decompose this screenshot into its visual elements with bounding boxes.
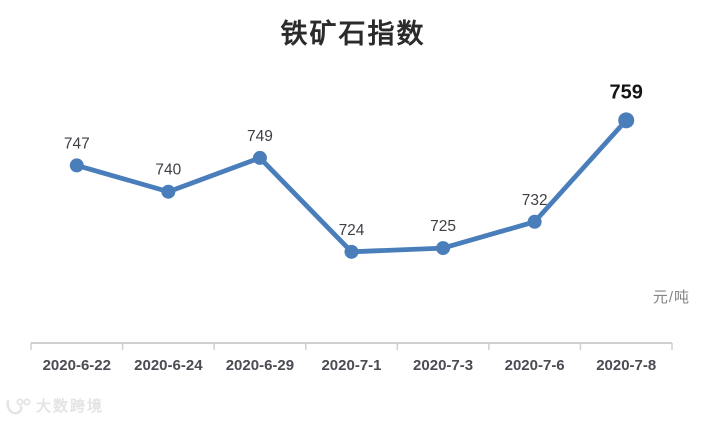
data-point-marker [69, 158, 84, 173]
data-point-label: 759 [610, 81, 643, 103]
x-axis-label: 2020-7-3 [413, 357, 473, 374]
x-axis-label: 2020-6-24 [134, 357, 203, 374]
data-point-marker [618, 112, 635, 129]
x-axis-label: 2020-6-22 [43, 357, 111, 374]
data-point-label: 724 [339, 222, 365, 239]
data-point-marker [161, 184, 176, 199]
axis-unit-label: 元/吨 [652, 289, 690, 306]
x-axis-label: 2020-6-29 [226, 357, 294, 374]
watermark-logo-icon [6, 397, 32, 415]
x-axis-label: 2020-7-6 [505, 357, 565, 374]
data-point-marker [252, 150, 267, 165]
data-point-marker [344, 244, 359, 259]
data-point-label: 749 [247, 128, 273, 145]
data-point-marker [436, 241, 451, 256]
x-axis-label: 2020-7-8 [596, 357, 656, 374]
watermark: 大数跨境 [6, 395, 104, 416]
chart-title: 铁矿石指数 [280, 19, 426, 50]
data-point-label: 732 [522, 192, 548, 209]
x-axis-label: 2020-7-1 [321, 357, 381, 374]
watermark-text: 大数跨境 [36, 398, 105, 415]
data-point-label: 725 [430, 218, 456, 235]
data-point-label: 747 [64, 135, 90, 152]
data-point-label: 740 [155, 162, 181, 179]
data-point-marker [527, 214, 542, 229]
